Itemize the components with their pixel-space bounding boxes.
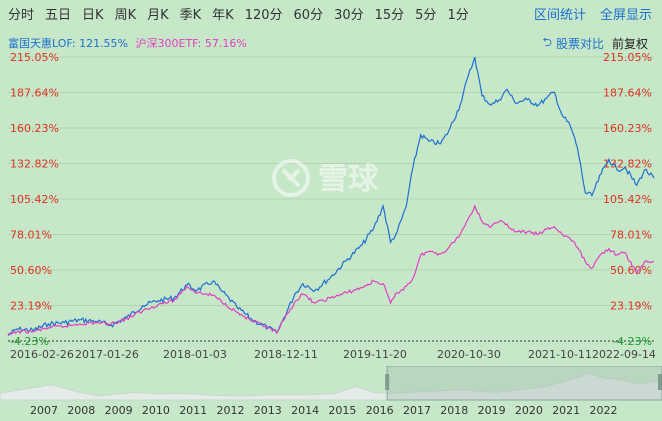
navigator-handle-left[interactable] — [385, 374, 390, 390]
navigator-year-label: 2020 — [515, 404, 543, 417]
navigator-year-label: 2019 — [478, 404, 506, 417]
range-navigator[interactable]: 2007 2008 2009 2010 2011 2012 2013 2014 2015 2016… — [0, 366, 662, 421]
tab-yearly-k[interactable]: 年K — [212, 8, 234, 23]
series-line-hs300-etf — [7, 204, 655, 336]
chart-controls: ⮌ 股票对比 前复权 — [542, 33, 648, 54]
compare-stocks-button[interactable]: 股票对比 — [555, 37, 604, 51]
snowball-logo-mark — [281, 168, 301, 188]
navigator-year-label: 2011 — [179, 404, 207, 417]
snowball-logo-icon — [272, 159, 310, 197]
tab-daily-k[interactable]: 日K — [82, 8, 104, 23]
y-tick-label-right: 215.05% — [603, 51, 652, 64]
watermark: 雪球 — [272, 159, 379, 197]
y-tick-label-left: 105.42% — [10, 193, 59, 206]
tab-60min[interactable]: 60分 — [293, 8, 324, 23]
tab-quarterly-k[interactable]: 季K — [179, 8, 202, 23]
series-layer — [7, 56, 655, 336]
tab-five-day[interactable]: 五日 — [45, 8, 72, 23]
navigator-year-label: 2008 — [67, 404, 95, 417]
navigator-handle-right[interactable] — [658, 374, 662, 390]
navigator-year-label: 2018 — [440, 404, 468, 417]
series-line-fuguo-tianhui — [7, 56, 655, 336]
period-tabs: 分时 五日 日K 周K 月K 季K 年K 120分 60分 30分 15分 5分… — [8, 0, 480, 32]
y-tick-label-left: 50.60% — [10, 264, 52, 277]
navigator-selection[interactable] — [386, 366, 662, 401]
comparison-line-chart[interactable]: 雪球 215.05% 187.64% 160.23% 132.82% 105.42% 78… — [0, 0, 662, 366]
y-tick-label-right: 105.42% — [603, 193, 652, 206]
navigator-year-label: 2010 — [142, 404, 170, 417]
navigator-area — [0, 366, 662, 421]
x-axis: 2016-02-26 2017-01-26 2018-01-03 2018-12-11… — [10, 348, 656, 361]
grid-lines — [8, 56, 654, 342]
toolbar: 分时 五日 日K 周K 月K 季K 年K 120分 60分 30分 15分 5分… — [0, 0, 662, 32]
tab-5min[interactable]: 5分 — [415, 8, 437, 23]
y-tick-label-left: 78.01% — [10, 229, 52, 242]
legend-series-fuguo: 富国天惠LOF: 121.55% — [8, 37, 129, 50]
y-tick-label-right: 160.23% — [603, 122, 652, 135]
x-tick-label: 2019-11-20 — [343, 348, 407, 361]
y-tick-label-right: 23.19% — [610, 300, 652, 313]
y-tick-label-left: 187.64% — [10, 87, 59, 100]
legend: 富国天惠LOF: 121.55% 沪深300ETF: 57.16% — [8, 35, 251, 51]
y-tick-label-left: 215.05% — [10, 51, 59, 64]
y-tick-label-left: 132.82% — [10, 158, 59, 171]
tab-weekly-k[interactable]: 周K — [114, 8, 137, 23]
tab-15min[interactable]: 15分 — [374, 8, 405, 23]
x-tick-label: 2022-09-14 — [592, 348, 656, 361]
navigator-year-label: 2021 — [552, 404, 580, 417]
y-tick-label-right: 78.01% — [610, 229, 652, 242]
navigator-year-label: 2016 — [366, 404, 394, 417]
y-axis-left: 215.05% 187.64% 160.23% 132.82% 105.42% 78.01… — [10, 51, 59, 348]
x-tick-label: 2020-10-30 — [437, 348, 501, 361]
navigator-year-label: 2015 — [328, 404, 356, 417]
navigator-year-label: 2012 — [217, 404, 245, 417]
y-tick-label-right: 132.82% — [603, 158, 652, 171]
navigator-year-label: 2014 — [291, 404, 319, 417]
y-axis-right: 215.05% 187.64% 160.23% 132.82% 105.42% 78.01… — [603, 51, 652, 348]
fullscreen-button[interactable]: 全屏显示 — [599, 8, 652, 23]
navigator-year-label: 2017 — [403, 404, 431, 417]
tab-30min[interactable]: 30分 — [334, 8, 364, 23]
watermark-text: 雪球 — [318, 162, 379, 197]
legend-series-hs300: 沪深300ETF: 57.16% — [135, 37, 247, 50]
y-tick-label-right: -4.23% — [613, 335, 652, 348]
tab-120min[interactable]: 120分 — [244, 8, 283, 23]
y-tick-label-right: 50.60% — [610, 264, 652, 277]
interval-stats-button[interactable]: 区间统计 — [533, 8, 586, 23]
tab-monthly-k[interactable]: 月K — [147, 8, 169, 23]
navigator-year-label: 2007 — [30, 404, 58, 417]
navigator-year-label: 2009 — [105, 404, 133, 417]
y-tick-label-right: 187.64% — [603, 87, 652, 100]
return-icon[interactable]: ⮌ — [542, 35, 552, 49]
y-tick-label-left: -4.23% — [10, 335, 49, 348]
x-tick-label: 2018-01-03 — [163, 348, 227, 361]
x-tick-label: 2018-12-11 — [254, 348, 318, 361]
x-tick-label: 2021-10-11 — [528, 348, 592, 361]
y-tick-label-left: 160.23% — [10, 122, 59, 135]
x-tick-label: 2017-01-26 — [75, 348, 139, 361]
x-tick-label: 2016-02-26 — [10, 348, 74, 361]
navigator-year-labels: 2007 2008 2009 2010 2011 2012 2013 2014 2015 2016… — [30, 404, 618, 417]
tab-intraday[interactable]: 分时 — [8, 8, 35, 23]
adjust-toggle[interactable]: 前复权 — [611, 37, 648, 51]
navigator-year-label: 2013 — [254, 404, 282, 417]
navigator-volume-area — [0, 372, 662, 401]
y-tick-label-left: 23.19% — [10, 300, 52, 313]
toolbar-actions: 区间统计 全屏显示 — [520, 0, 652, 32]
tab-1min[interactable]: 1分 — [447, 8, 469, 23]
navigator-year-label: 2022 — [590, 404, 618, 417]
